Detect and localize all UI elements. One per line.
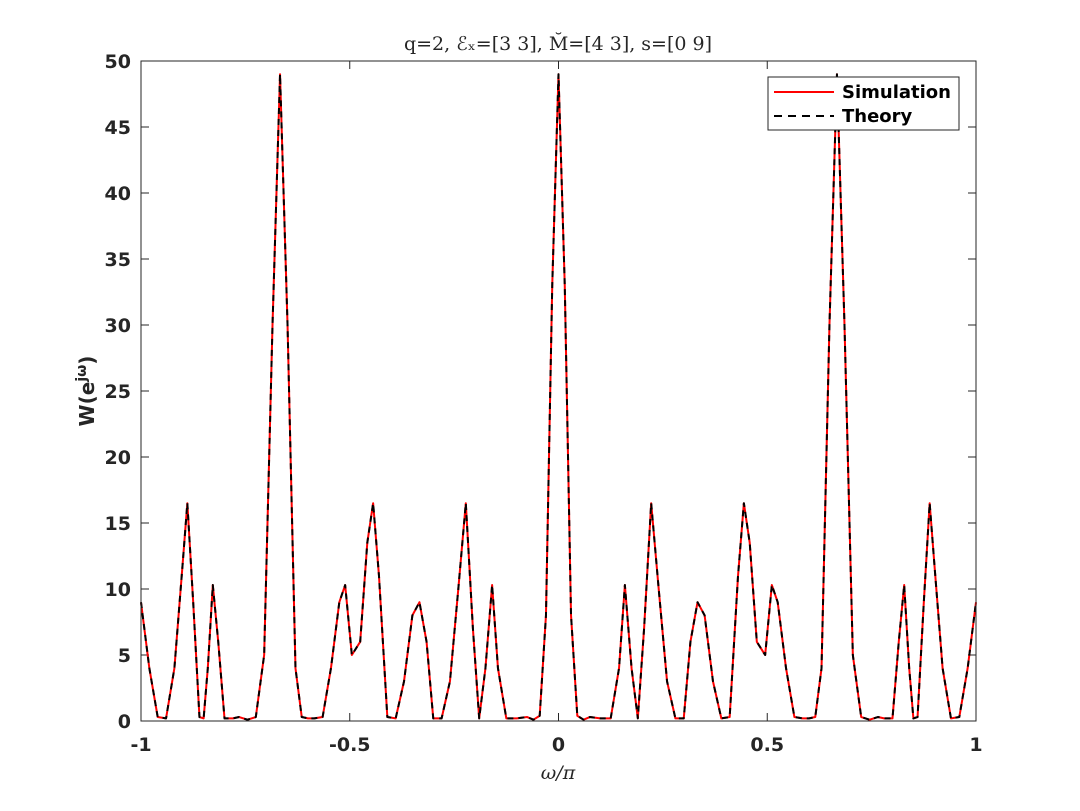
x-tick-label: 0 xyxy=(552,734,565,756)
x-tick-label: 0.5 xyxy=(750,734,784,756)
y-axis-label-close: ) xyxy=(75,356,99,365)
plot-area xyxy=(141,61,976,721)
y-axis-label-main: W(e xyxy=(75,382,99,427)
y-tick-label: 30 xyxy=(105,315,131,337)
y-axis-label: W(ejω) xyxy=(74,356,99,427)
plot-title: q=2, ℰₓ=[3 3], M̆=[4 3], s=[0 9] xyxy=(404,33,712,55)
series-layer xyxy=(140,73,977,721)
y-tick-label: 0 xyxy=(118,711,131,733)
y-tick-label: 15 xyxy=(105,513,131,535)
x-tick-label: -1 xyxy=(130,734,151,756)
axes-box xyxy=(140,60,977,722)
y-tick-label: 20 xyxy=(105,447,131,469)
y-tick-label: 10 xyxy=(105,579,131,601)
x-tick-label: -0.5 xyxy=(329,734,371,756)
series-line-theory xyxy=(140,73,977,721)
y-tick-label: 35 xyxy=(105,249,131,271)
legend-label-simulation: Simulation xyxy=(842,82,951,103)
y-tick-label: 50 xyxy=(105,51,131,73)
y-tick-label: 5 xyxy=(118,645,131,667)
x-tick-label: 1 xyxy=(969,734,982,756)
legend-box xyxy=(767,76,960,131)
y-axis-label-superscript: jω xyxy=(74,365,90,383)
y-tick-label: 25 xyxy=(105,381,131,403)
legend-label-theory: Theory xyxy=(842,106,913,127)
x-axis-ticks: -1 -0.5 0 0.5 1 xyxy=(130,61,983,756)
y-tick-label: 40 xyxy=(105,183,131,205)
x-axis-label: ω/π xyxy=(541,762,576,784)
y-tick-label: 45 xyxy=(105,117,131,139)
legend: Simulation Theory xyxy=(767,76,960,131)
